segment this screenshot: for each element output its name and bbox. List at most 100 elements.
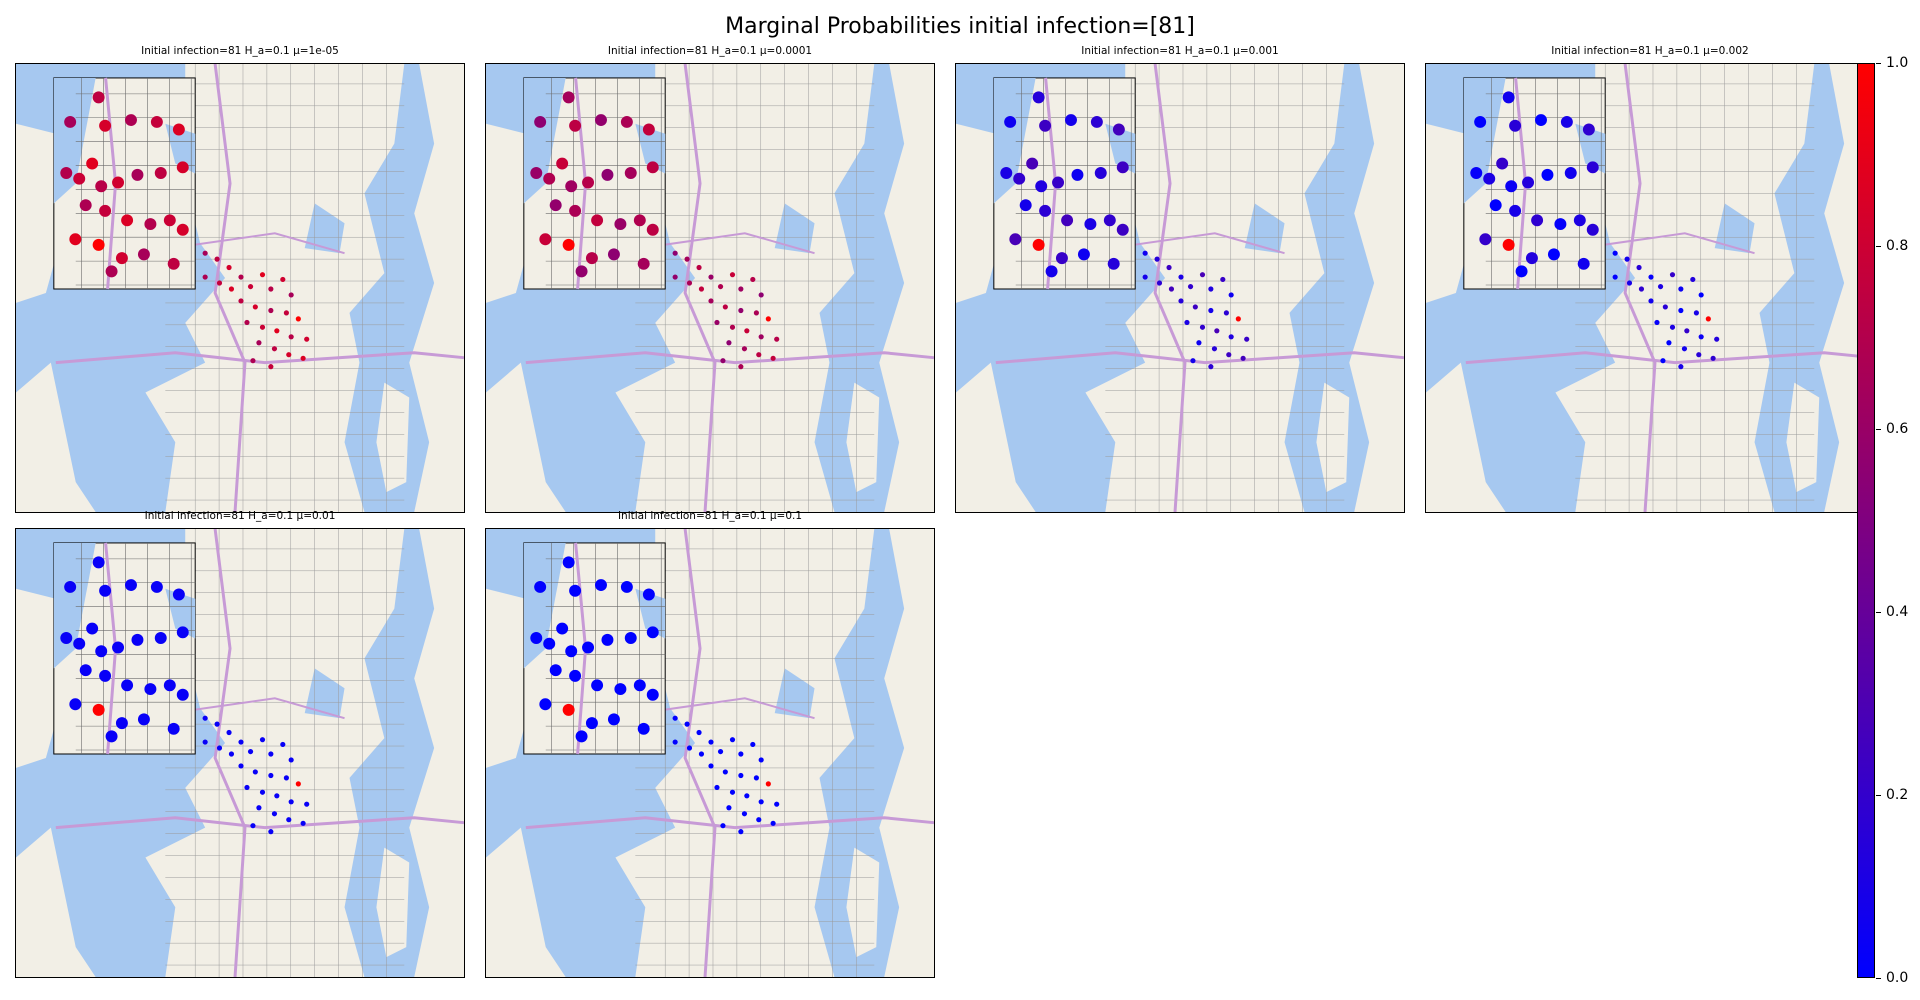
node-dot xyxy=(1156,280,1163,286)
node-dot xyxy=(256,340,262,346)
inset-node-dot xyxy=(614,683,627,696)
inset-node-dot xyxy=(1077,248,1090,261)
inset-water xyxy=(1105,123,1136,174)
node-dot xyxy=(1190,358,1196,364)
node-dot xyxy=(1681,346,1688,352)
map-panel xyxy=(15,528,465,978)
node-dot xyxy=(729,737,736,743)
node-dot xyxy=(238,763,244,769)
node-dot xyxy=(1648,274,1654,280)
inset-node-dot xyxy=(539,698,552,711)
node-dot xyxy=(268,286,274,292)
inset-node-dot xyxy=(633,679,646,692)
node-dot xyxy=(720,823,726,829)
inset-node-dot xyxy=(1071,168,1084,181)
node-dot xyxy=(744,793,750,799)
inset-node-dot xyxy=(69,233,82,246)
map-highway-i90 xyxy=(55,816,464,830)
node-dot xyxy=(1705,316,1711,322)
inset-node-dot xyxy=(1090,115,1103,128)
inset-node-dot xyxy=(163,214,176,227)
inset-node-dot xyxy=(582,176,595,189)
inset-node-dot xyxy=(1509,204,1522,217)
map-highway-i5 xyxy=(1153,64,1187,512)
node-dots xyxy=(672,715,780,835)
node-dot xyxy=(770,355,776,361)
map-land-city xyxy=(1555,64,1815,512)
inset-node-dot xyxy=(64,580,77,593)
node-dot xyxy=(244,784,250,791)
node-dot xyxy=(1199,272,1206,278)
map-highway-i90 xyxy=(525,816,934,830)
inset-node-dot xyxy=(642,123,655,136)
inset-node-dot xyxy=(646,223,659,236)
inset-node-dot xyxy=(1554,218,1567,231)
node-dot xyxy=(268,829,274,835)
inset-node-dot xyxy=(1525,252,1538,265)
node-dot xyxy=(729,789,736,795)
node-dot xyxy=(268,772,274,779)
node-dot xyxy=(758,334,764,340)
map-land-southwest xyxy=(486,827,566,977)
inset-node-dot xyxy=(1112,123,1125,136)
inset-node-dot xyxy=(1515,265,1528,278)
inset-node-dot xyxy=(154,632,167,644)
node-dot xyxy=(698,286,705,292)
node-dot xyxy=(1626,280,1633,286)
node-dot xyxy=(288,334,294,340)
node-dot xyxy=(774,801,780,807)
inset-node-dot xyxy=(562,703,575,716)
inset-water xyxy=(635,588,666,639)
colorbar-tick-label: 0.4 xyxy=(1886,604,1909,620)
inset-node-dot xyxy=(99,584,112,597)
colorbar-tick-label: 0.8 xyxy=(1886,238,1909,254)
inset-node-dot xyxy=(1061,214,1074,227)
node-dot xyxy=(1696,352,1702,358)
inset-zoom xyxy=(993,77,1136,290)
inset-node-dot xyxy=(575,730,588,743)
node-dot xyxy=(686,280,693,286)
node-dot xyxy=(774,336,780,342)
inset-node-dot xyxy=(569,204,582,217)
inset-water xyxy=(165,123,196,174)
node-dot xyxy=(714,319,720,326)
node-dot xyxy=(250,358,256,364)
inset-node-dot xyxy=(1019,199,1032,212)
map-land-island xyxy=(846,382,880,493)
node-dot xyxy=(717,749,724,755)
inset-zoom xyxy=(53,542,196,755)
subplot-title: Initial infection=81 H_a=0.1 μ=0.001 xyxy=(1081,45,1279,57)
inset-node-dot xyxy=(121,679,134,692)
inset-node-dot xyxy=(637,722,650,735)
inset-node-dot xyxy=(1470,167,1483,179)
inset-node-dot xyxy=(614,218,627,231)
inset-dots xyxy=(1470,91,1599,278)
inset-node-dot xyxy=(1094,167,1107,179)
inset-node-dot xyxy=(534,115,547,128)
map-highway-i90 xyxy=(1465,351,1874,365)
inset-node-dot xyxy=(1103,214,1116,227)
node-dot xyxy=(1196,340,1202,346)
inset-node-dot xyxy=(530,167,543,179)
subplot-title: Initial infection=81 H_a=0.1 μ=1e-05 xyxy=(141,45,339,57)
map-streets xyxy=(165,529,405,977)
inset-node-dot xyxy=(1084,218,1097,231)
map-land-southwest xyxy=(486,362,566,512)
inset-node-dot xyxy=(73,172,86,185)
inset-node-dot xyxy=(591,679,604,692)
node-dot xyxy=(729,272,736,278)
inset-node-dot xyxy=(595,114,607,127)
inset-node-dot xyxy=(1531,214,1544,227)
node-dot xyxy=(1666,340,1672,346)
inset-dots xyxy=(530,556,659,743)
inset-node-dot xyxy=(1535,114,1547,127)
node-dot xyxy=(672,250,678,256)
node-dot xyxy=(271,346,278,352)
map-streets xyxy=(165,64,405,512)
map-highway-i5 xyxy=(1623,64,1657,512)
inset-node-dot xyxy=(92,238,105,251)
node-dot xyxy=(1178,298,1184,304)
node-dot xyxy=(288,757,294,763)
node-dot xyxy=(238,298,244,304)
inset-node-dot xyxy=(607,713,620,726)
